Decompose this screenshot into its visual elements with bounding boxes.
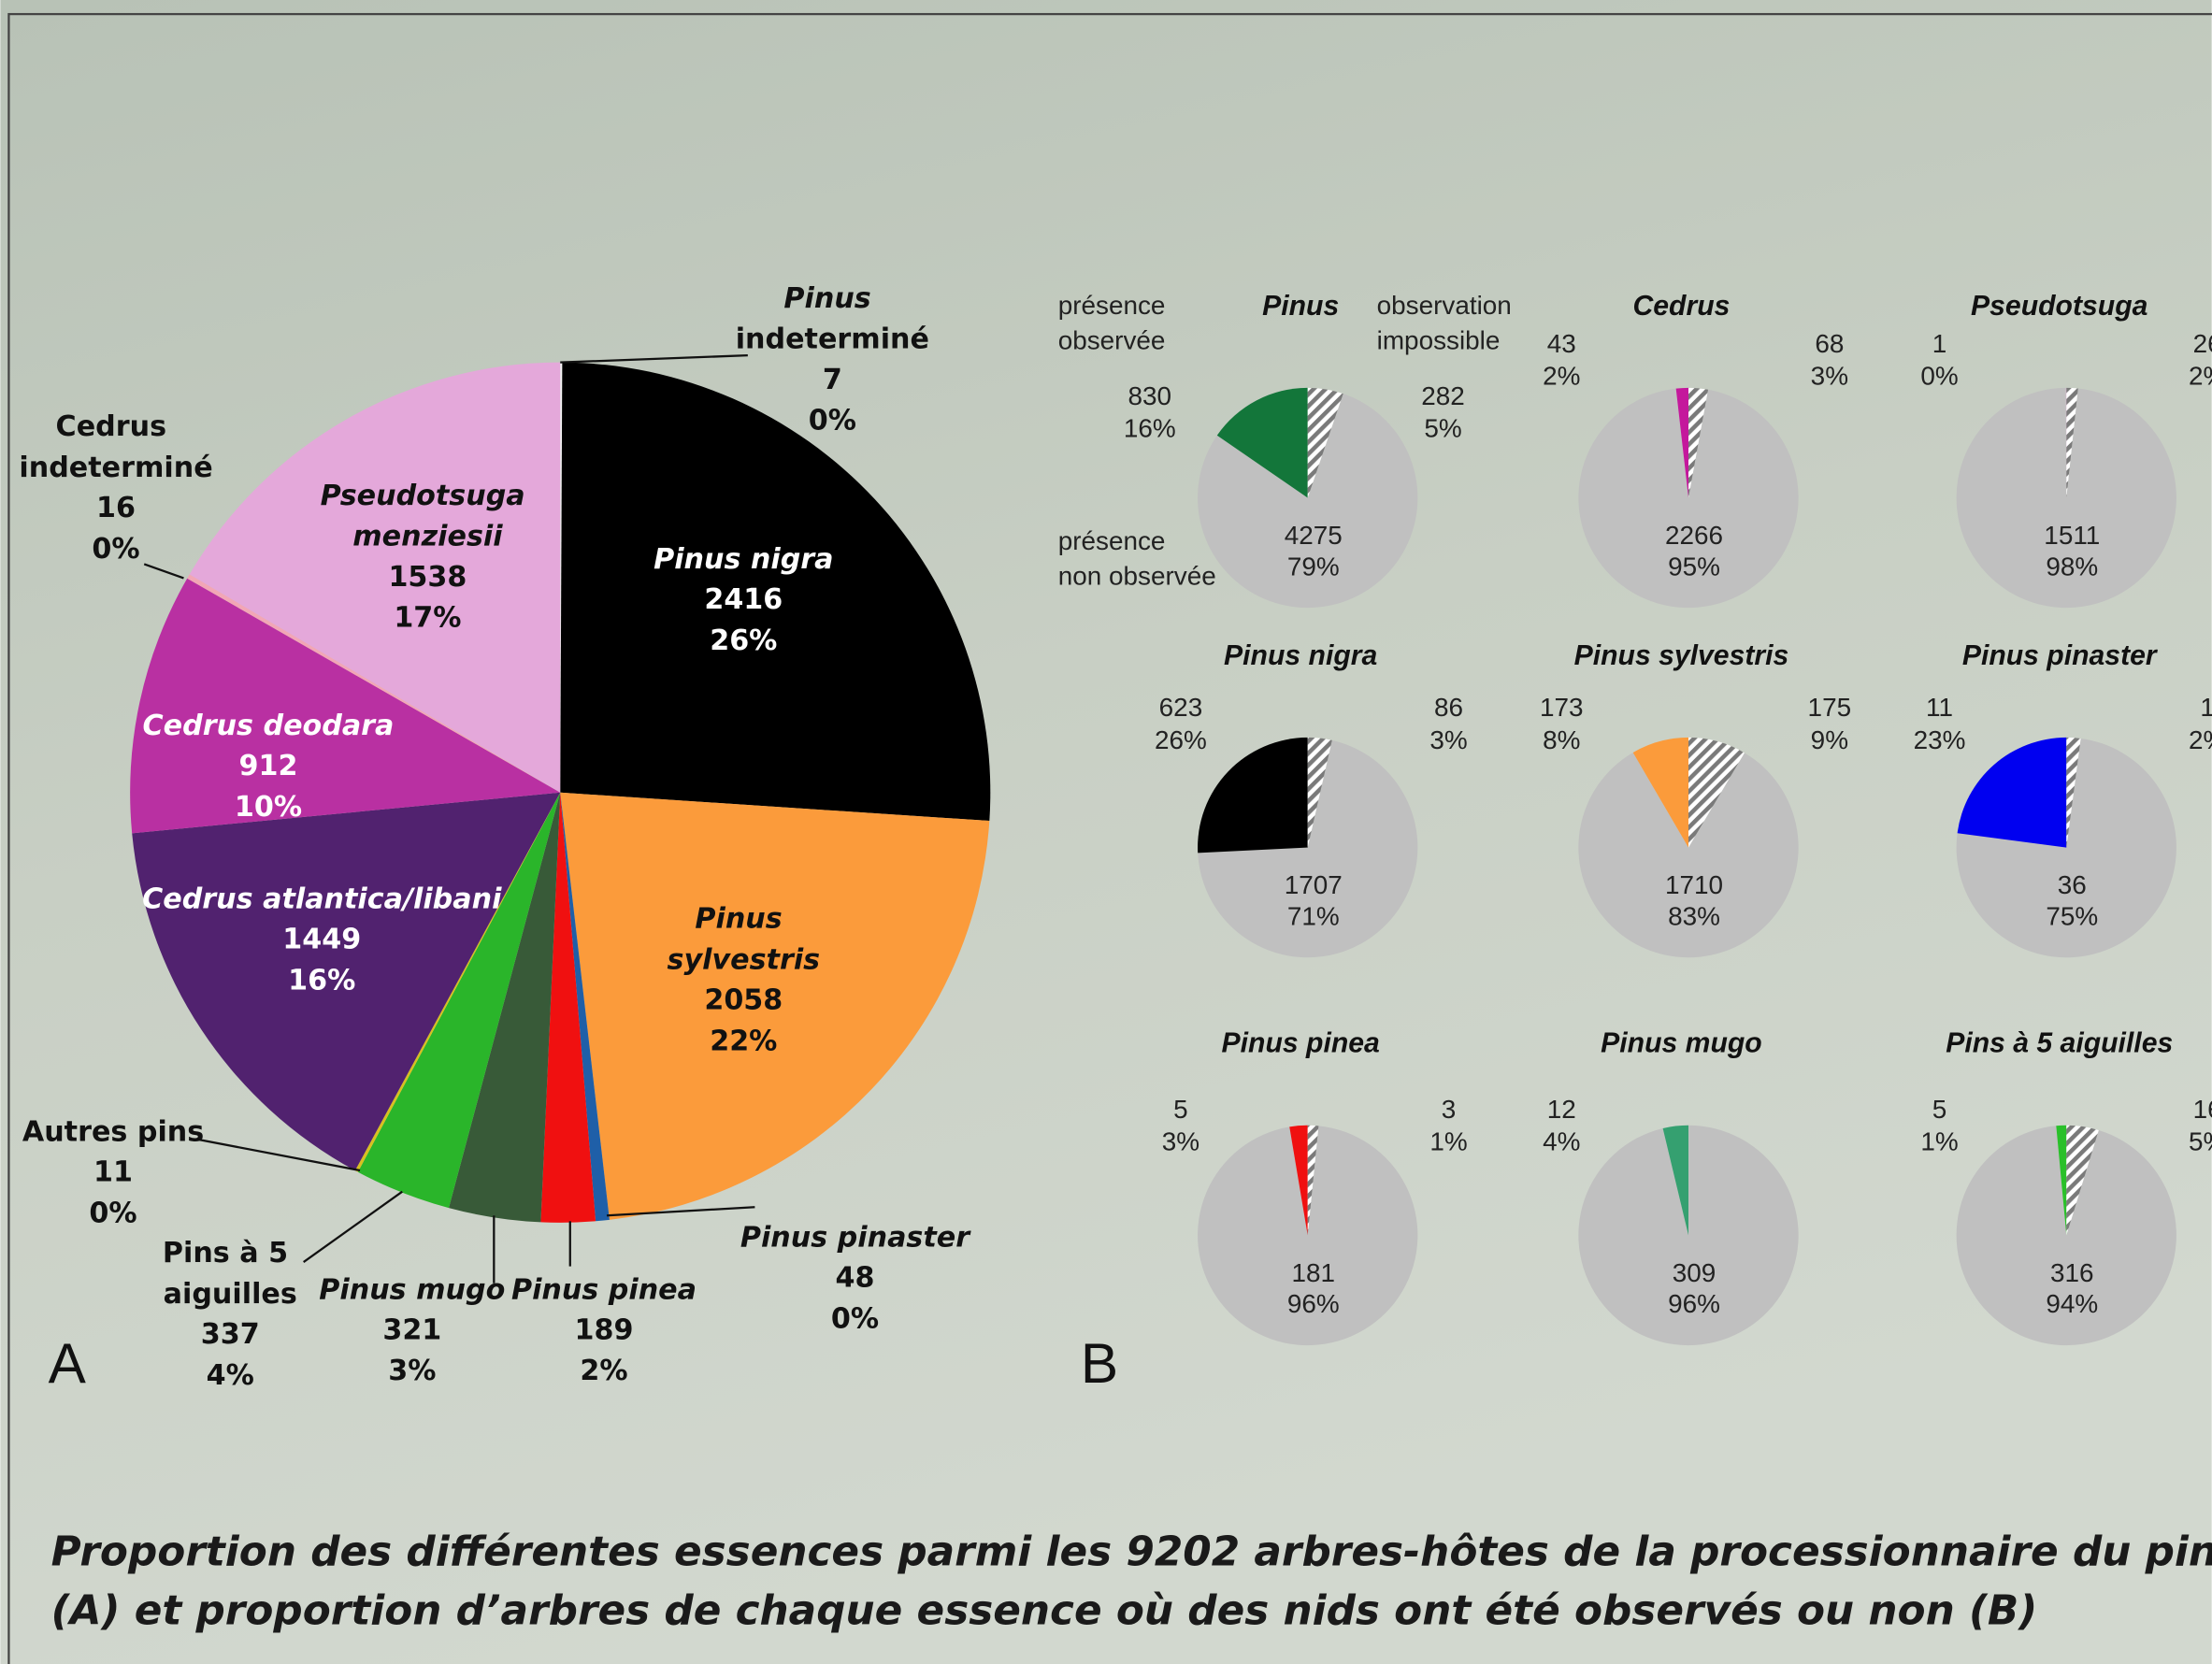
slice-value: 189 — [575, 1314, 634, 1347]
slice-value: 1538 — [388, 561, 467, 594]
value-label: 23% — [1914, 725, 1966, 754]
pie-title: Pinus nigra — [1224, 640, 1377, 671]
value-label: 5% — [2189, 1127, 2212, 1156]
slice-value: 337 — [201, 1318, 260, 1351]
value-label: 1 — [1932, 329, 1947, 358]
value-label: 316 — [2050, 1258, 2094, 1287]
slice-label: Autres pins — [22, 1115, 204, 1148]
slice-value: 2416 — [704, 583, 783, 616]
slice-value: 7 — [823, 364, 842, 396]
value-label: 1 — [2200, 693, 2212, 722]
slice-percent: 0% — [831, 1302, 879, 1335]
slice-label: Cedrus atlantica/libani — [142, 882, 502, 915]
slice-label: Cedrus deodara — [143, 709, 395, 741]
page: Proportion des différentes essences parm… — [0, 0, 2212, 1664]
pie-title: Pinus — [1262, 291, 1339, 322]
pie-title: Pinus sylvestris — [1574, 640, 1789, 671]
slice-percent: 0% — [809, 405, 856, 438]
value-label: 95% — [1668, 552, 1720, 581]
slice-value: 912 — [238, 750, 297, 782]
value-label: 1707 — [1285, 870, 1343, 899]
value-label: 2% — [2189, 362, 2212, 391]
value-label: 830 — [1128, 381, 1171, 410]
value-label: 9% — [1811, 725, 1848, 754]
pie-title: Pinus pinea — [1222, 1028, 1380, 1059]
value-label: 96% — [1668, 1289, 1720, 1318]
value-label: 1% — [1920, 1127, 1958, 1156]
value-label: 1710 — [1665, 870, 1723, 899]
pie-title: Pins à 5 aiguilles — [1946, 1028, 2173, 1059]
value-label: 79% — [1287, 552, 1340, 581]
value-label: 3% — [1811, 362, 1848, 391]
slice-percent: 2% — [580, 1355, 627, 1387]
value-label: 4275 — [1285, 521, 1343, 550]
value-label: 86 — [1434, 693, 1463, 722]
value-label: 12 — [1547, 1095, 1576, 1124]
value-label: 26% — [1155, 725, 1207, 754]
slice-value: 2058 — [704, 984, 783, 1017]
slice-value: 1449 — [282, 924, 361, 956]
value-label: 16 — [2193, 1095, 2212, 1124]
slice-label: Pinus pinea — [511, 1273, 697, 1306]
value-label: 11 — [1926, 693, 1953, 722]
value-label: 309 — [1673, 1258, 1716, 1287]
value-label: 3% — [1429, 725, 1467, 754]
value-label: 2% — [1543, 362, 1580, 391]
slice-label: Pinus mugo — [319, 1273, 505, 1306]
slice-percent: 26% — [710, 624, 777, 657]
pie-title: Cedrus — [1633, 291, 1731, 322]
slice-label: Pinus pinaster — [740, 1221, 971, 1254]
value-label: 0% — [1920, 362, 1958, 391]
value-label: 8% — [1543, 725, 1580, 754]
value-label: 5 — [1173, 1095, 1188, 1124]
value-label: 175 — [1808, 693, 1852, 722]
caption: Proportion des différentes essences parm… — [51, 1528, 2212, 1575]
value-label: 623 — [1159, 693, 1203, 722]
slice-label: Pinus nigra — [654, 542, 833, 575]
value-label: 181 — [1291, 1258, 1335, 1287]
pie-title: Pinus mugo — [1601, 1028, 1762, 1059]
caption: (A) et proportion d’arbres de chaque ess… — [51, 1587, 2038, 1635]
value-label: 96% — [1287, 1289, 1340, 1318]
value-label: 68 — [1815, 329, 1844, 358]
value-label: 282 — [1421, 381, 1465, 410]
pie-title: Pinus pinaster — [1962, 640, 2159, 671]
value-label: 98% — [2046, 552, 2098, 581]
panel-label: A — [49, 1331, 87, 1395]
slice-percent: 4% — [207, 1359, 254, 1392]
slice-percent: 17% — [394, 602, 461, 635]
value-label: 173 — [1540, 693, 1584, 722]
value-label: 5% — [1424, 413, 1461, 442]
slice-percent: 16% — [288, 964, 355, 997]
slice-value: 16 — [96, 492, 136, 524]
value-label: 4% — [1543, 1127, 1580, 1156]
slice-percent: 10% — [235, 791, 302, 824]
slice-percent: 3% — [388, 1355, 436, 1387]
value-label: 5 — [1932, 1095, 1947, 1124]
value-label: 3% — [1162, 1127, 1199, 1156]
value-label: 2266 — [1665, 521, 1723, 550]
slice-value: 48 — [836, 1262, 875, 1295]
figure: Proportion des différentes essences parm… — [0, 0, 2212, 1664]
value-label: 1% — [1429, 1127, 1467, 1156]
value-label: 1511 — [2044, 521, 2100, 550]
pie-title: Pseudotsuga — [1971, 291, 2147, 322]
slice-value: 321 — [382, 1314, 441, 1347]
slice-value: 11 — [93, 1156, 133, 1189]
value-label: 71% — [1287, 901, 1340, 930]
slice-percent: 0% — [92, 533, 139, 566]
value-label: 36 — [2058, 870, 2087, 899]
value-label: 16% — [1124, 413, 1176, 442]
panel-label: B — [1081, 1331, 1118, 1395]
slice-percent: 0% — [89, 1197, 136, 1229]
value-label: 3 — [1442, 1095, 1457, 1124]
slice-percent: 22% — [710, 1025, 777, 1057]
value-label: 75% — [2046, 901, 2098, 930]
value-label: 83% — [1668, 901, 1720, 930]
value-label: 26 — [2193, 329, 2212, 358]
value-label: 94% — [2046, 1289, 2098, 1318]
value-label: 43 — [1547, 329, 1576, 358]
value-label: 2% — [2189, 725, 2212, 754]
